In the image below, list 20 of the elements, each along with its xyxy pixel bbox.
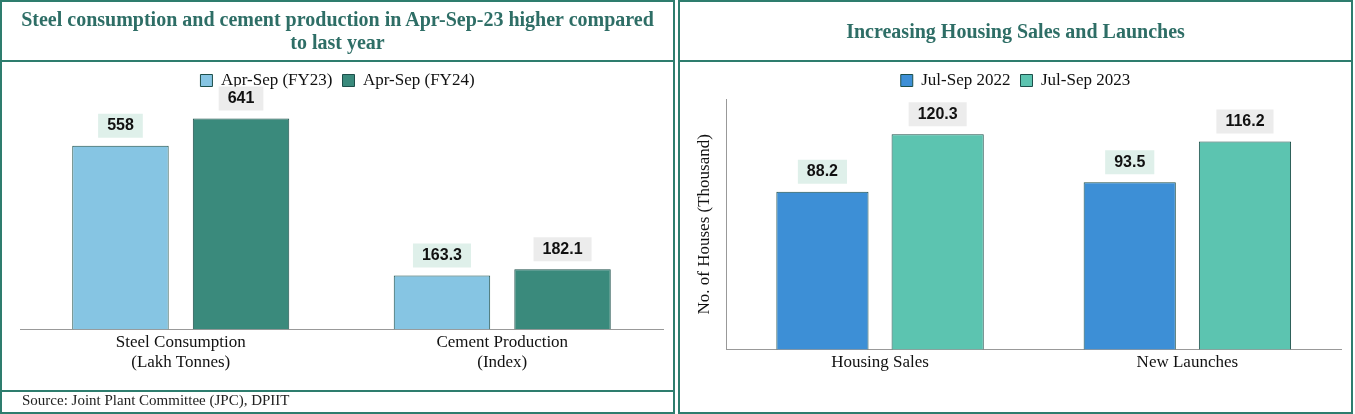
legend-label: Apr-Sep (FY24)	[363, 69, 475, 89]
data-label: 116.2	[1225, 112, 1265, 130]
x-tick-label: Steel Consumption (Lakh Tonnes)	[115, 331, 247, 372]
chart-title: Increasing Housing Sales and Launches	[680, 2, 1351, 62]
data-label: 163.3	[421, 245, 463, 263]
data-label: 182.1	[542, 239, 583, 257]
x-tick-label: New Launches	[1136, 352, 1239, 372]
data-label: 93.5	[1114, 152, 1146, 170]
legend-label: Apr-Sep (FY23)	[220, 69, 333, 89]
legend-label: Jul-Sep 2023	[1041, 69, 1131, 89]
data-label: 558	[107, 116, 134, 134]
source-note: Source: Joint Plant Committee (JPC), DPIIT	[2, 390, 673, 412]
data-label: 641	[227, 88, 255, 106]
y-axis-title: No. of Houses (Thousand)	[693, 134, 713, 315]
data-label: 88.2	[806, 162, 839, 180]
x-tick-label: Cement Production (Index)	[436, 331, 569, 372]
data-label: 120.3	[917, 104, 958, 122]
chart-title: Steel consumption and cement production in Apr-Sep-23 higher compared to last year	[2, 2, 673, 62]
legend-label: Jul-Sep 2022	[921, 69, 1011, 89]
x-tick-label: Housing Sales	[831, 352, 929, 372]
